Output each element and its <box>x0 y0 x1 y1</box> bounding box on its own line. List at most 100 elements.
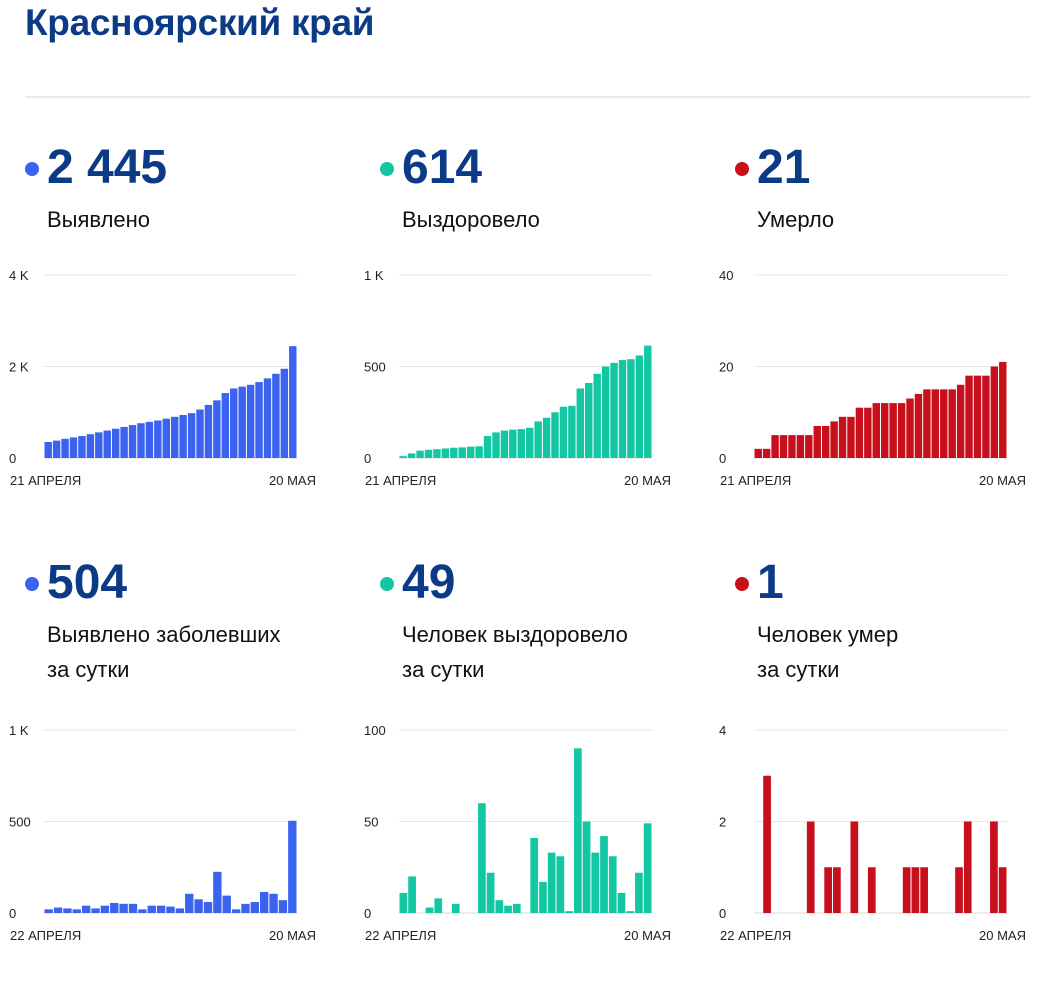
bar <box>530 837 539 913</box>
bar <box>222 895 231 914</box>
bar <box>86 434 95 458</box>
bar <box>830 421 838 458</box>
bar <box>897 403 906 458</box>
status-dot <box>735 577 749 591</box>
bar <box>441 448 450 458</box>
bar <box>246 384 255 458</box>
bar <box>833 867 841 913</box>
bar <box>407 453 416 459</box>
bar <box>576 388 585 458</box>
panel-daily-cases: 504 Выявлено заболевших за сутки 1 K 500 0 22 … <box>9 553 345 998</box>
bar <box>940 389 948 459</box>
bar <box>591 852 600 913</box>
bar <box>119 903 128 913</box>
stat-label: Умерло <box>757 202 834 237</box>
panel-total-recovered: 614 Выздоровело 1 K 500 0 21 АПРЕЛЯ 20 МАЯ <box>364 138 700 583</box>
bar <box>475 446 483 458</box>
bar <box>627 359 635 458</box>
status-dot <box>735 162 749 176</box>
bar <box>973 375 982 458</box>
stat-label: Человек умер за сутки <box>757 617 898 687</box>
bar <box>568 405 576 458</box>
bar <box>424 449 433 458</box>
chart-svg: 1 K 500 0 22 АПРЕЛЯ 20 МАЯ <box>9 723 316 943</box>
y-tick-label: 0 <box>719 906 726 921</box>
y-tick-label: 2 K <box>9 360 29 375</box>
status-dot <box>380 162 394 176</box>
x-end-label: 20 МАЯ <box>979 473 1026 488</box>
stat-label: Выявлено заболевших за сутки <box>47 617 281 687</box>
bar <box>512 903 521 913</box>
stat-label-line: за сутки <box>757 657 840 682</box>
bar <box>551 412 559 458</box>
bar <box>231 909 241 913</box>
bar <box>788 435 796 459</box>
bar <box>269 893 278 913</box>
bar <box>902 867 911 913</box>
y-tick-label: 40 <box>719 268 733 283</box>
bar <box>864 407 872 459</box>
bar <box>138 909 147 913</box>
bar <box>399 892 408 913</box>
bar <box>906 398 914 459</box>
bar <box>100 905 110 913</box>
status-dot <box>25 162 39 176</box>
bar <box>255 382 263 458</box>
stat-value: 1 <box>757 556 784 609</box>
bar <box>128 425 137 458</box>
bar <box>289 346 297 458</box>
bar <box>763 775 771 913</box>
bar <box>213 400 221 458</box>
bar <box>796 435 805 459</box>
bar <box>53 907 63 913</box>
bar <box>565 911 573 913</box>
bar <box>867 867 876 913</box>
bar <box>626 911 635 913</box>
bar <box>458 447 466 458</box>
panel-daily-deaths: 1 Человек умер за сутки 4 2 0 22 АПРЕЛЯ 20 МАЯ <box>719 553 1039 998</box>
y-tick-label: 0 <box>364 451 371 466</box>
bar <box>137 423 145 458</box>
bar <box>806 821 815 913</box>
status-dot <box>25 577 39 591</box>
stat-value: 49 <box>402 556 456 609</box>
bar <box>838 416 847 458</box>
bar <box>416 450 424 458</box>
x-start-label: 22 АПРЕЛЯ <box>365 928 436 943</box>
y-tick-label: 4 <box>719 723 726 738</box>
bar <box>923 389 931 459</box>
bar <box>103 430 111 458</box>
x-start-label: 22 АПРЕЛЯ <box>720 928 791 943</box>
bar <box>635 872 643 913</box>
bar <box>450 447 458 458</box>
stat-label: Выявлено <box>47 202 150 237</box>
bar <box>179 415 187 458</box>
bar <box>221 393 230 458</box>
bar <box>241 903 250 913</box>
bar <box>643 823 652 913</box>
bar <box>278 900 288 913</box>
bar <box>547 852 556 913</box>
y-tick-label: 0 <box>9 906 16 921</box>
bar <box>556 856 565 913</box>
bar <box>162 418 170 458</box>
y-tick-label: 500 <box>9 815 31 830</box>
bar <box>147 905 156 913</box>
bar <box>754 448 762 458</box>
bar <box>813 425 821 458</box>
x-start-label: 21 АПРЕЛЯ <box>720 473 791 488</box>
bar <box>821 425 830 458</box>
x-end-label: 20 МАЯ <box>269 473 316 488</box>
x-start-label: 22 АПРЕЛЯ <box>10 928 81 943</box>
bar <box>610 362 618 458</box>
stat-label-line: за сутки <box>47 657 130 682</box>
bar <box>196 409 204 458</box>
bar <box>78 436 86 458</box>
bar <box>872 403 880 458</box>
bar <box>948 389 956 459</box>
bar <box>171 416 179 458</box>
bar <box>618 360 627 458</box>
stat-label-line: Выявлено заболевших <box>47 622 281 647</box>
bar <box>779 435 788 459</box>
bar <box>999 361 1007 458</box>
